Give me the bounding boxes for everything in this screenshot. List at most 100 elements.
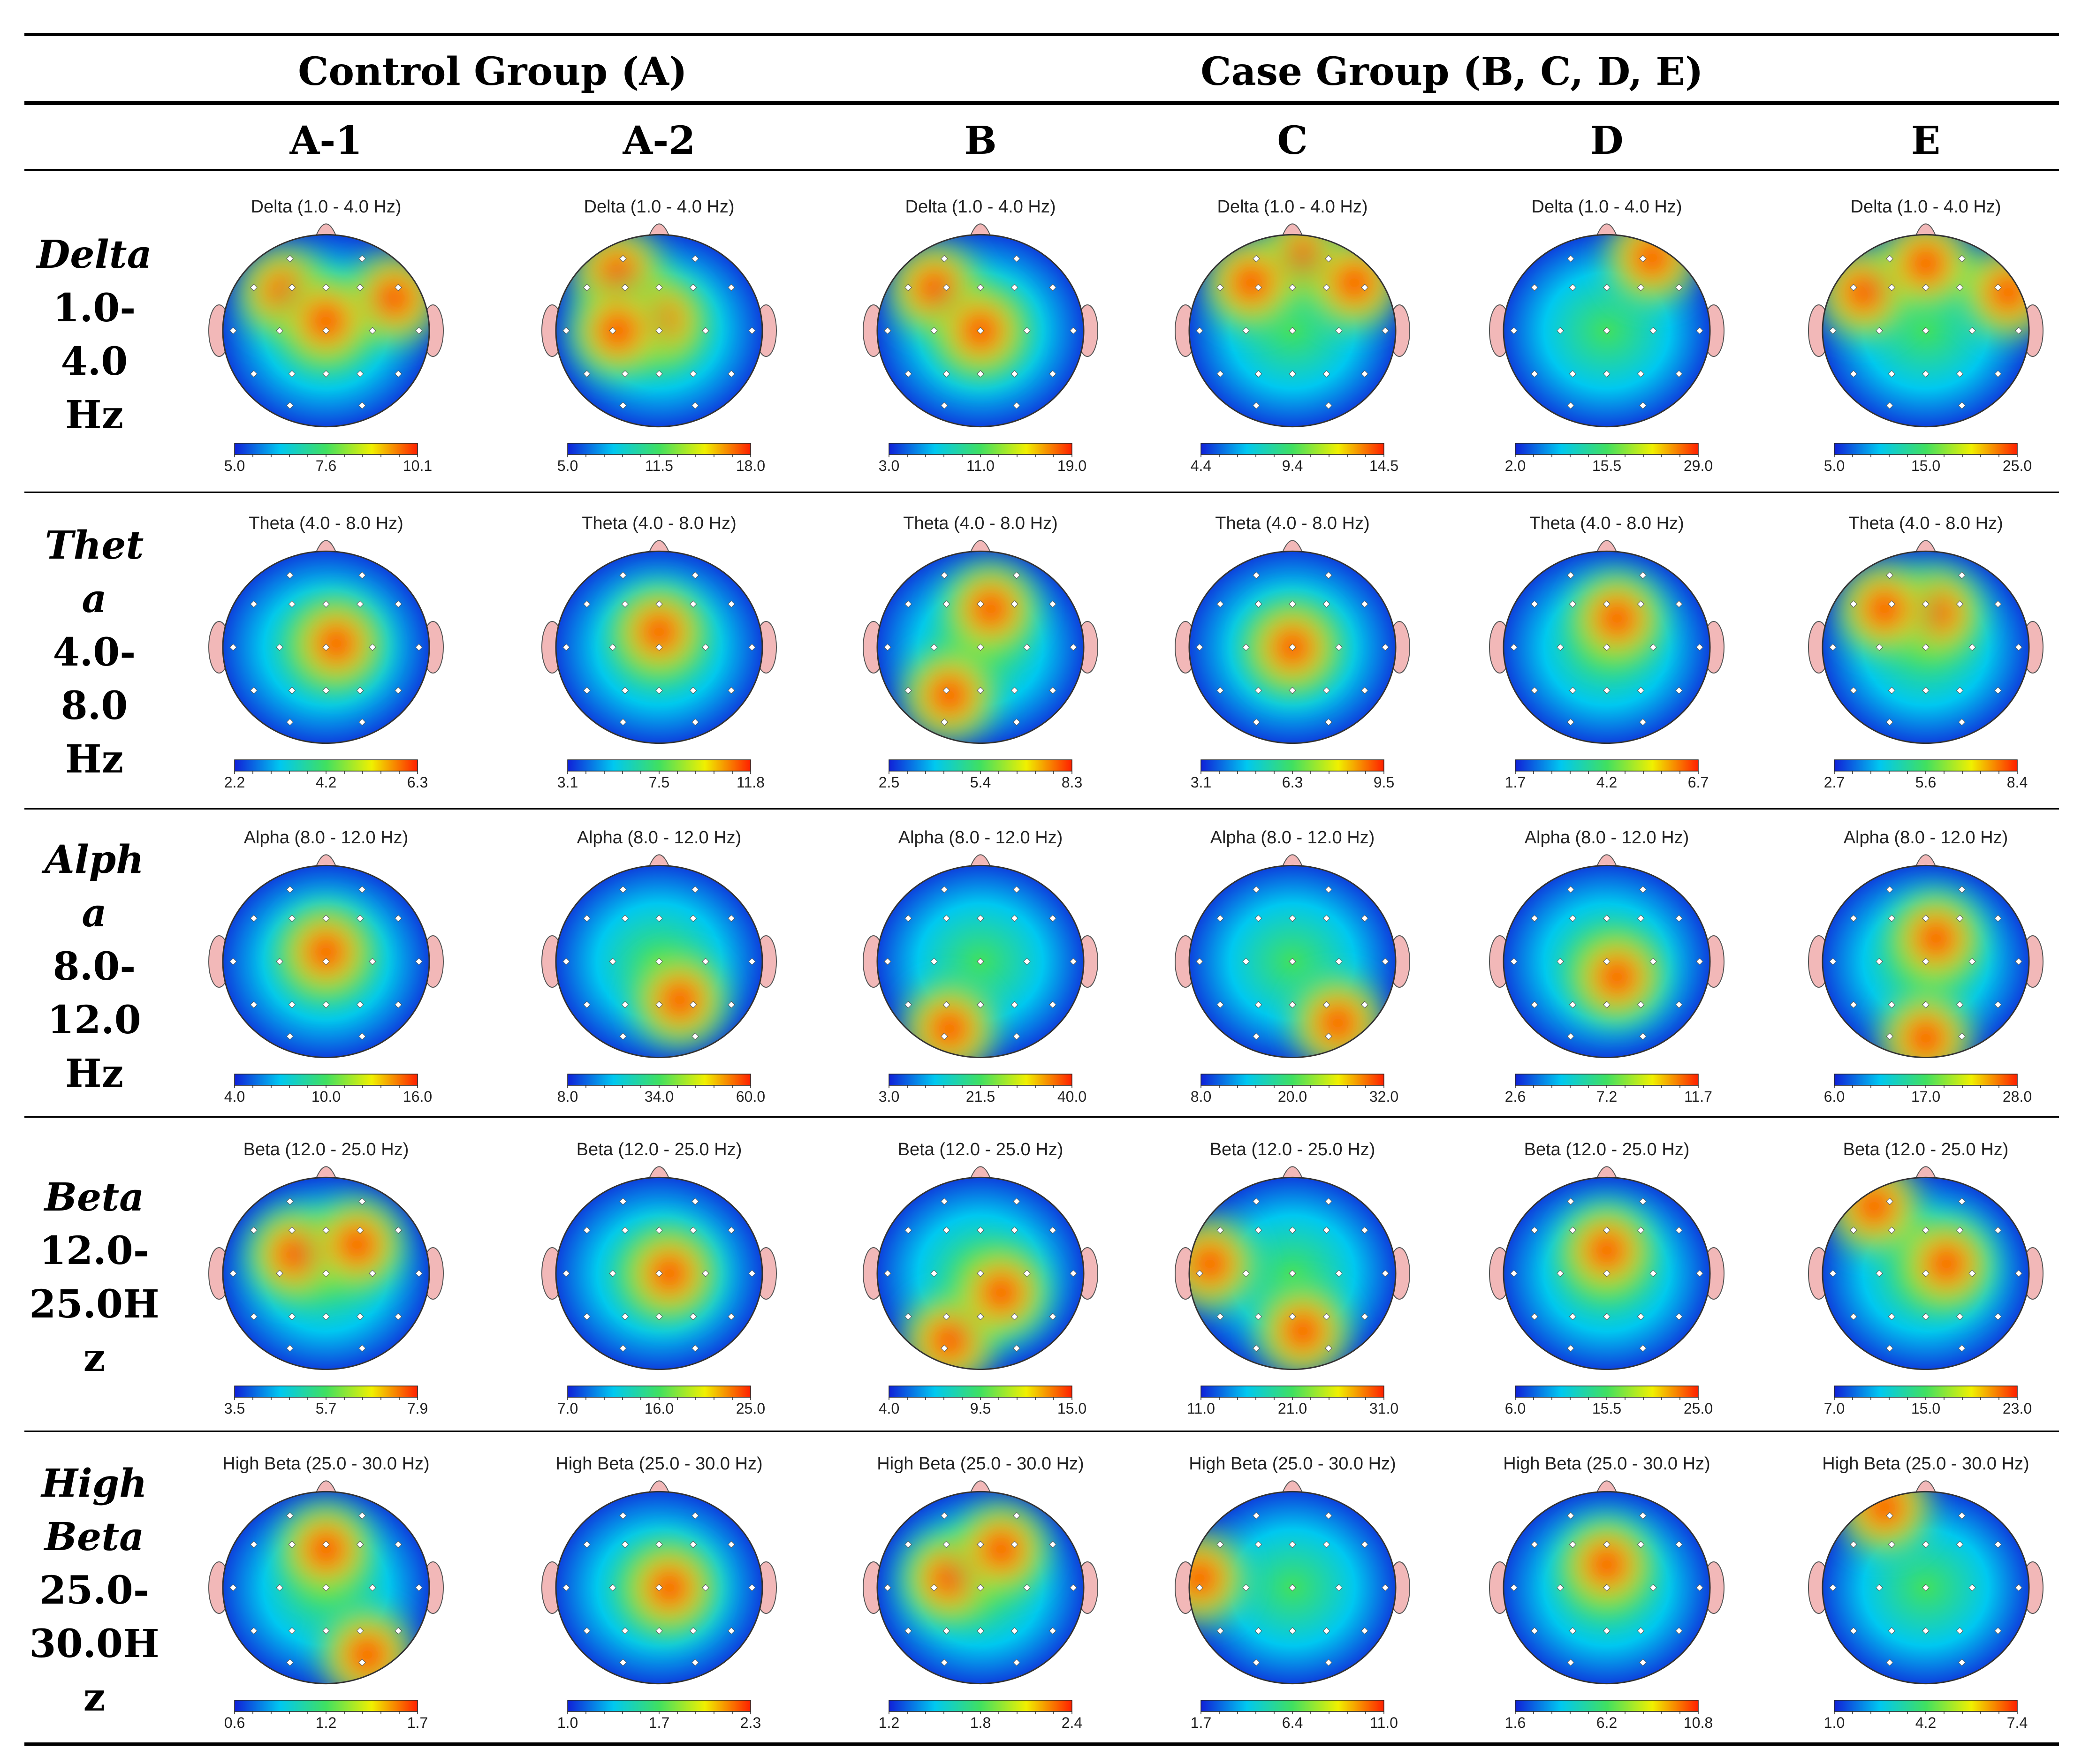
colorbar: [1200, 759, 1384, 772]
topomap-cell: Beta (12.0 - 25.0 Hz) 7.0 16.0 25.0: [528, 1130, 790, 1417]
colorbar: [889, 1385, 1072, 1398]
colorbar: [889, 759, 1072, 772]
electrode-marker: [1956, 687, 1964, 694]
electrode-marker: [1637, 1627, 1645, 1635]
colorbar-tick-label: 40.0: [1057, 1088, 1087, 1105]
electrode-marker: [689, 284, 697, 291]
bottom-rule: [24, 1742, 2059, 1746]
electrode-marker: [1322, 1627, 1330, 1635]
electrode-marker: [904, 687, 912, 694]
electrode-marker: [621, 1627, 629, 1635]
electrode-marker: [1567, 1658, 1574, 1666]
electrode-marker: [691, 255, 699, 263]
electrode-marker: [1958, 718, 1966, 726]
electrode-marker: [369, 327, 376, 334]
electrode-marker: [1325, 1032, 1332, 1040]
electrode-marker: [286, 255, 294, 263]
scalp-topomap: [208, 1166, 444, 1400]
electrode-marker: [1850, 1627, 1857, 1635]
topomap-title: High Beta (25.0 - 30.0 Hz): [555, 1454, 763, 1474]
electrode-marker: [583, 915, 591, 922]
electrode-marker: [2015, 327, 2022, 334]
electrode-marker: [1510, 1270, 1518, 1277]
electrode-marker: [1639, 571, 1647, 579]
electrode-marker: [1361, 1226, 1368, 1234]
electrode-marker: [1361, 1627, 1368, 1635]
electrode-marker: [1196, 327, 1203, 334]
electrode-marker: [1510, 327, 1518, 334]
colorbar-tick-label: 10.8: [1683, 1714, 1713, 1731]
electrode-marker: [748, 327, 756, 334]
topomap-title: Alpha (8.0 - 12.0 Hz): [243, 828, 409, 848]
electrode-marker: [415, 644, 423, 651]
colorbar: [1515, 1074, 1699, 1086]
topomap-title: Theta (4.0 - 8.0 Hz): [249, 514, 403, 533]
electrode-marker: [1968, 1584, 1976, 1591]
electrode-marker: [941, 1032, 948, 1040]
electrode-marker: [1886, 1512, 1893, 1520]
row-label-name: a: [82, 576, 107, 621]
electrode-marker: [1888, 1313, 1896, 1320]
electrode-marker: [728, 600, 735, 608]
electrode-marker: [1253, 401, 1260, 409]
electrode-marker: [1010, 915, 1018, 922]
colorbar-tick-label: 21.5: [965, 1088, 995, 1105]
topomap-cell: Delta (1.0 - 4.0 Hz) 5.0 11.5 18.0: [528, 188, 790, 474]
electrode-marker: [1013, 255, 1020, 263]
scalp-topomap: [863, 1480, 1098, 1714]
electrode-marker: [322, 1001, 330, 1008]
colorbar-tick-label: 7.2: [1596, 1088, 1618, 1105]
topomap-title: Beta (12.0 - 25.0 Hz): [1524, 1140, 1690, 1159]
topomap-title: Alpha (8.0 - 12.0 Hz): [1210, 828, 1375, 848]
electrode-marker: [1829, 1584, 1837, 1591]
electrode-marker: [286, 401, 294, 409]
topomap-title: Delta (1.0 - 4.0 Hz): [1531, 197, 1682, 217]
electrode-marker: [1013, 401, 1020, 409]
electrode-marker: [288, 284, 296, 291]
electrode-marker: [689, 1313, 697, 1320]
scalp-topomap: [1489, 223, 1725, 457]
electrode-marker: [1639, 255, 1647, 263]
electrode-marker: [1289, 1313, 1296, 1320]
electrode-marker: [1922, 1313, 1930, 1320]
topomap-cell: High Beta (25.0 - 30.0 Hz) 1.0 4.2 7.4: [1794, 1445, 2057, 1731]
electrode-marker: [1253, 1344, 1260, 1352]
electrode-marker: [1361, 915, 1368, 922]
colorbar-tick-label: 0.6: [224, 1714, 245, 1731]
row-label-delta: Delta 1.0- 4.0 Hz: [24, 228, 164, 442]
electrode-marker: [1637, 1226, 1645, 1234]
electrode-marker: [1242, 1584, 1250, 1591]
electrode-marker: [1049, 1313, 1056, 1320]
electrode-marker: [748, 1270, 756, 1277]
electrode-marker: [562, 1270, 570, 1277]
electrode-marker: [1216, 370, 1224, 378]
electrode-marker: [1013, 1344, 1020, 1352]
electrode-marker: [1888, 1627, 1896, 1635]
electrode-marker: [1956, 915, 1964, 922]
electrode-marker: [369, 1584, 376, 1591]
electrode-marker: [702, 327, 709, 334]
electrode-marker: [322, 370, 330, 378]
electrode-marker: [655, 1313, 663, 1320]
column-header-e: E: [1911, 118, 1941, 163]
electrode-marker: [1289, 958, 1296, 965]
electrode-marker: [1023, 1584, 1031, 1591]
electrode-marker: [1254, 687, 1262, 694]
electrode-marker: [1253, 718, 1260, 726]
row-label-range: 1.0-: [53, 286, 136, 331]
colorbar-tick-label: 8.3: [1061, 774, 1083, 791]
colorbar: [1200, 1385, 1384, 1398]
topomap-cell: Delta (1.0 - 4.0 Hz) 4.4 9.4 14.5: [1161, 188, 1424, 474]
scalp-topomap: [1489, 1480, 1725, 1714]
electrode-marker: [1639, 1344, 1647, 1352]
topomap-cell: High Beta (25.0 - 30.0 Hz) 1.2 1.8 2.4: [849, 1445, 1112, 1731]
scalp-topomap: [1175, 540, 1410, 774]
electrode-marker: [1886, 1032, 1893, 1040]
electrode-marker: [1325, 1344, 1332, 1352]
row-label-high-beta: High Beta 25.0- 30.0H z: [24, 1457, 164, 1724]
electrode-marker: [904, 1313, 912, 1320]
electrode-marker: [288, 1627, 296, 1635]
electrode-marker: [977, 1584, 984, 1591]
activation-hotspot: [316, 1603, 419, 1684]
electrode-marker: [655, 1627, 663, 1635]
